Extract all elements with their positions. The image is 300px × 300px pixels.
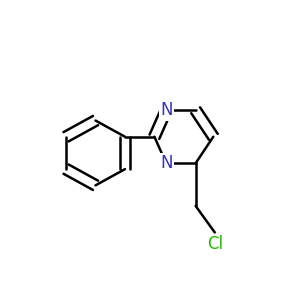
Text: N: N [160,154,172,172]
Text: N: N [160,101,172,119]
Text: Cl: Cl [207,235,223,253]
